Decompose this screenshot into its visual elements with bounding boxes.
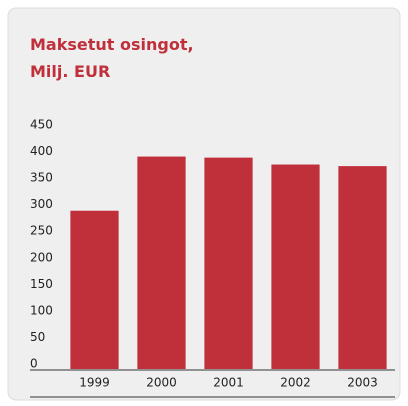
- y-tick-label: 400: [30, 144, 53, 158]
- y-tick-label: 200: [30, 250, 53, 264]
- y-tick-label: 150: [30, 277, 53, 291]
- x-tick-label: 2002: [280, 376, 311, 390]
- bar: [137, 156, 186, 369]
- chart-title: Milj. EUR: [30, 62, 110, 81]
- chart-title: Maksetut osingot,: [30, 35, 194, 54]
- bar: [338, 166, 387, 369]
- x-tick-label: 1999: [79, 376, 110, 390]
- y-tick-label: 0: [30, 357, 38, 371]
- bar: [70, 210, 119, 369]
- y-tick-label: 450: [30, 118, 53, 132]
- bar: [271, 164, 320, 369]
- x-tick-label: 2000: [146, 376, 177, 390]
- y-tick-label: 100: [30, 303, 53, 317]
- y-tick-label: 250: [30, 224, 53, 238]
- x-tick-label: 2001: [213, 376, 244, 390]
- y-tick-label: 50: [30, 330, 45, 344]
- bar: [204, 157, 253, 369]
- x-tick-label: 2003: [347, 376, 378, 390]
- y-tick-label: 300: [30, 197, 53, 211]
- y-tick-label: 350: [30, 171, 53, 185]
